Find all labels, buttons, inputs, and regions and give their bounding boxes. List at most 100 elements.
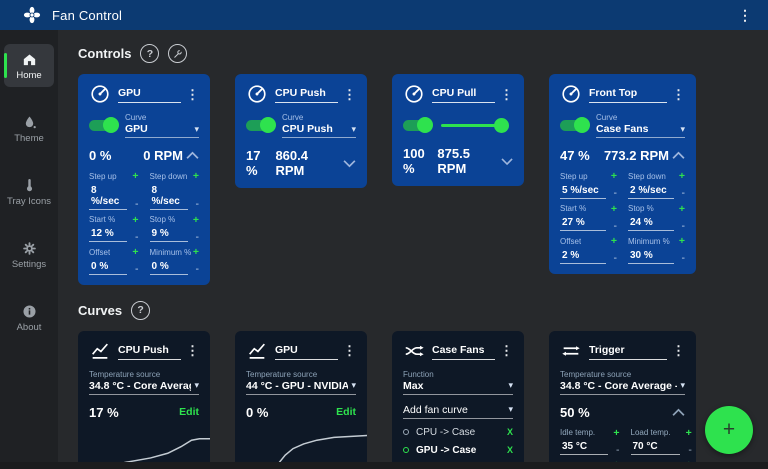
edit-curve-button[interactable]: Edit: [336, 406, 356, 418]
decrement-button[interactable]: -: [688, 443, 692, 456]
card-kebab-icon[interactable]: ⋮: [500, 86, 513, 102]
param-value-input[interactable]: 2 %/sec: [628, 184, 674, 199]
param-value-input[interactable]: 2 %: [560, 249, 606, 264]
temperature-source-select[interactable]: Temperature source 34.8 °C - Core Averag…: [89, 370, 199, 395]
increment-button[interactable]: +: [685, 426, 692, 439]
collapse-chevron-up-icon[interactable]: [186, 151, 199, 160]
decrement-button[interactable]: -: [613, 252, 618, 264]
param-value-input[interactable]: 27 %: [560, 216, 606, 231]
remove-item-button[interactable]: X: [506, 445, 513, 455]
app-menu-kebab-icon[interactable]: ⋮: [738, 7, 752, 23]
curve-name-input[interactable]: Case Fans: [432, 344, 495, 360]
increment-button[interactable]: +: [678, 235, 685, 247]
curve-card-gpu: GPU ⋮ Temperature source 44 °C - GPU - N…: [235, 330, 367, 469]
max-function-icon: [403, 340, 425, 362]
param-value-input[interactable]: 8 %/sec: [149, 184, 188, 210]
curve-select[interactable]: Curve CPU Push ▾: [282, 113, 356, 138]
decrement-button[interactable]: -: [135, 230, 139, 243]
increment-button[interactable]: +: [192, 213, 199, 226]
curve-name-input[interactable]: GPU: [275, 344, 338, 360]
card-kebab-icon[interactable]: ⋮: [186, 86, 199, 102]
increment-button[interactable]: +: [610, 170, 617, 182]
manual-speed-slider[interactable]: [441, 118, 509, 133]
control-name-input[interactable]: CPU Pull: [432, 87, 495, 103]
decrement-button[interactable]: -: [616, 443, 620, 456]
curves-help-button[interactable]: ?: [131, 300, 151, 320]
increment-button[interactable]: +: [678, 170, 685, 182]
increment-button[interactable]: +: [132, 170, 139, 182]
param-value-input[interactable]: 5 %/sec: [560, 184, 606, 199]
param-value-input[interactable]: 0 %: [149, 260, 188, 275]
remove-item-button[interactable]: X: [506, 427, 513, 437]
decrement-button[interactable]: -: [135, 198, 139, 210]
expand-chevron-down-icon[interactable]: [343, 159, 356, 168]
enable-toggle[interactable]: [403, 117, 433, 133]
function-select-label: Function: [403, 369, 434, 379]
sidebar-item-about[interactable]: About: [4, 296, 54, 339]
enable-toggle[interactable]: [89, 117, 119, 133]
temperature-source-select[interactable]: Temperature source 44 °C - GPU - NVIDIA …: [246, 370, 356, 395]
control-name-input[interactable]: CPU Push: [275, 87, 338, 103]
collapse-chevron-up-icon[interactable]: [672, 151, 685, 160]
param-value-input[interactable]: 35 °C: [560, 440, 608, 455]
fan-logo-icon: [22, 5, 42, 25]
fan-rpm: 0 RPM: [143, 148, 183, 163]
increment-button[interactable]: +: [132, 213, 139, 226]
card-kebab-icon[interactable]: ⋮: [672, 86, 685, 102]
add-button[interactable]: +: [705, 406, 753, 454]
param-step-down: Step down + 8 %/sec -: [149, 170, 200, 210]
decrement-button[interactable]: -: [195, 263, 200, 275]
increment-button[interactable]: +: [678, 202, 685, 215]
curve-name-input[interactable]: CPU Push: [118, 344, 181, 360]
param-value-input[interactable]: 0 %: [89, 260, 127, 275]
param-value-input[interactable]: 8 %/sec: [89, 184, 127, 210]
card-kebab-icon[interactable]: ⋮: [343, 343, 356, 358]
decrement-button[interactable]: -: [613, 219, 618, 232]
home-icon: [21, 51, 38, 68]
increment-button[interactable]: +: [192, 170, 199, 182]
increment-button[interactable]: +: [192, 246, 199, 258]
sidebar-item-theme[interactable]: Theme: [4, 107, 54, 150]
control-name-input[interactable]: Front Top: [589, 87, 667, 103]
increment-button[interactable]: +: [613, 426, 620, 439]
temperature-source-select[interactable]: Temperature source 34.8 °C - Core Averag…: [560, 370, 685, 395]
expand-chevron-down-icon[interactable]: [501, 157, 513, 166]
card-kebab-icon[interactable]: ⋮: [672, 343, 685, 358]
edit-curve-button[interactable]: Edit: [179, 406, 199, 418]
param-value-input[interactable]: 70 °C: [630, 440, 681, 455]
gear-icon: [21, 240, 38, 257]
collapse-chevron-up-icon[interactable]: [672, 408, 685, 417]
decrement-button[interactable]: -: [681, 219, 686, 232]
sidebar-item-settings[interactable]: Settings: [4, 233, 54, 276]
sidebar-item-tray-icons[interactable]: Tray Icons: [4, 170, 54, 213]
param-value-input[interactable]: 24 %: [628, 216, 674, 231]
add-fan-curve-select[interactable]: Add fan curve ▾: [403, 404, 513, 419]
controls-help-button[interactable]: ?: [140, 44, 160, 63]
curve-select[interactable]: Curve GPU ▾: [125, 113, 199, 138]
enable-toggle[interactable]: [560, 117, 590, 133]
enable-toggle[interactable]: [246, 117, 276, 133]
decrement-button[interactable]: -: [681, 187, 686, 199]
increment-button[interactable]: +: [610, 235, 617, 247]
decrement-button[interactable]: -: [681, 252, 686, 264]
param-value-input[interactable]: 12 %: [89, 227, 127, 242]
increment-button[interactable]: +: [610, 202, 617, 215]
function-select[interactable]: Function Max ▾: [403, 370, 513, 395]
decrement-button[interactable]: -: [195, 198, 200, 210]
param-step-up: Step up + 8 %/sec -: [89, 170, 139, 210]
increment-button[interactable]: +: [132, 246, 139, 258]
card-kebab-icon[interactable]: ⋮: [500, 343, 513, 358]
param-value-input[interactable]: 30 %: [628, 249, 674, 264]
param-value-input[interactable]: 9 %: [149, 227, 188, 242]
sidebar-item-home[interactable]: Home: [4, 44, 54, 87]
decrement-button[interactable]: -: [613, 187, 618, 199]
decrement-button[interactable]: -: [135, 263, 139, 275]
card-kebab-icon[interactable]: ⋮: [186, 343, 199, 358]
source-select-label: Temperature source: [89, 369, 161, 379]
decrement-button[interactable]: -: [195, 230, 200, 243]
curve-select[interactable]: Curve Case Fans ▾: [596, 113, 685, 138]
control-name-input[interactable]: GPU: [118, 87, 181, 103]
curve-name-input[interactable]: Trigger: [589, 344, 667, 360]
card-kebab-icon[interactable]: ⋮: [343, 86, 356, 102]
controls-wrench-button[interactable]: [168, 44, 188, 63]
